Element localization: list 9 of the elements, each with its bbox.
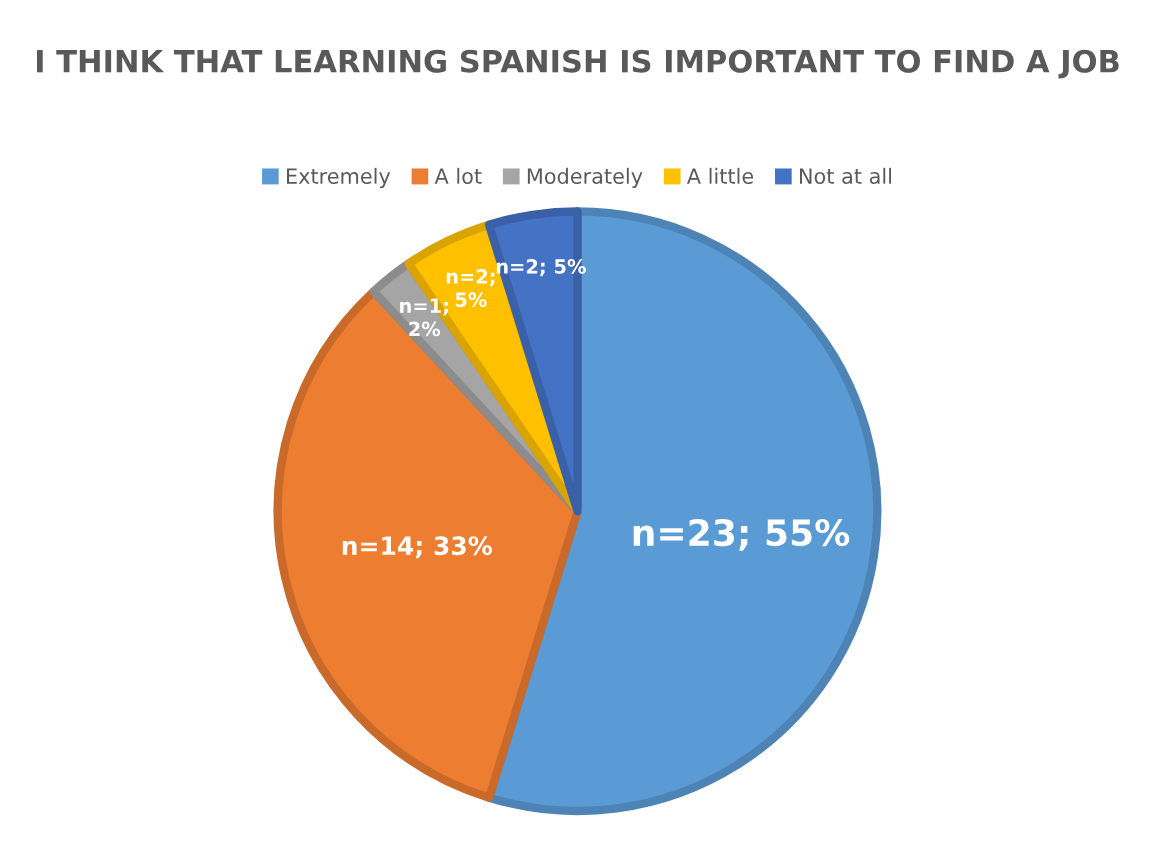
legend-label: Extremely (287, 167, 391, 189)
legend-label: A lot (434, 167, 482, 184)
data-label: n=23; 55% (633, 518, 850, 551)
legend-label: Not at all (799, 167, 891, 184)
data-label: n=14; 33% (342, 536, 492, 559)
legend-label: A little (686, 167, 754, 184)
data-label: n=2; 5% (496, 259, 586, 277)
legend-label: Moderately (527, 167, 643, 189)
chart-title: I THINK THAT LEARNING SPANISH IS IMPORTANT TO FIND A JOB (36, 49, 1119, 79)
